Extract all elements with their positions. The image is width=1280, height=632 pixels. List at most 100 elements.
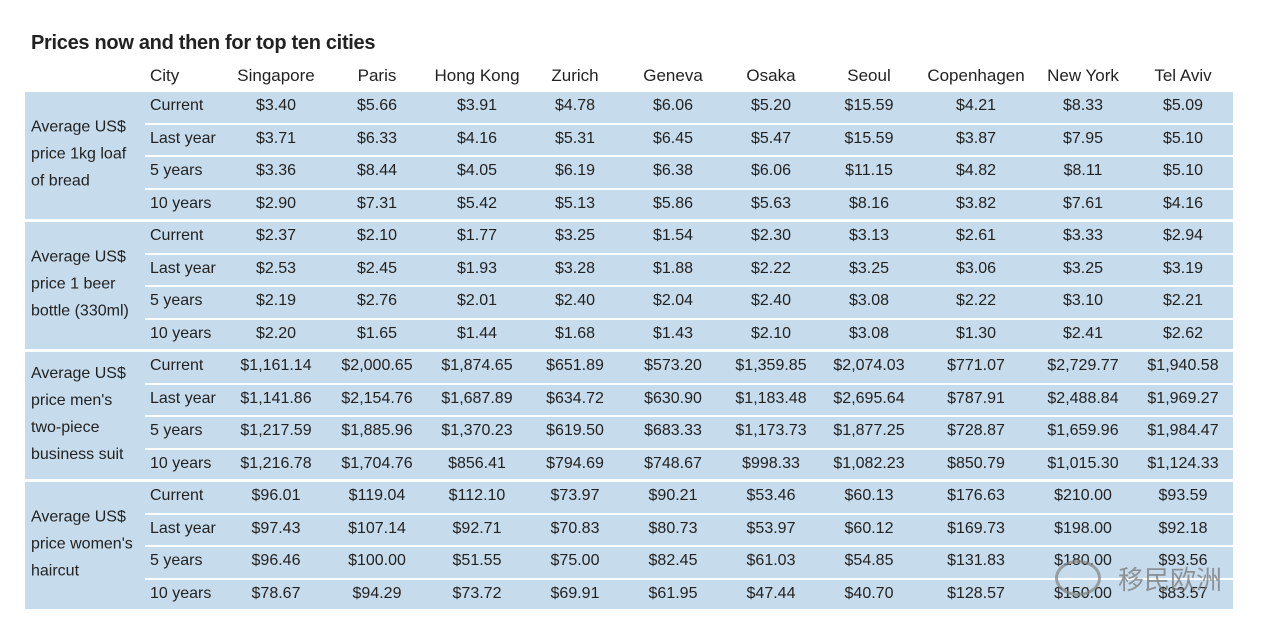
price-cell: $2.90 <box>255 194 297 212</box>
price-cell: $3.91 <box>456 97 498 114</box>
period-label: Last year <box>150 129 216 147</box>
price-cell: $6.06 <box>750 162 792 179</box>
price-cell: $1,082.23 <box>833 454 905 472</box>
price-cell: $69.91 <box>550 584 600 602</box>
price-cell: $2.41 <box>1062 324 1104 342</box>
price-cell: $3.13 <box>848 227 890 244</box>
price-cell: $998.33 <box>742 454 800 472</box>
row-divider <box>145 285 1233 287</box>
price-cell: $1,183.48 <box>735 389 807 407</box>
price-cell: $60.13 <box>844 487 894 504</box>
price-cell: $3.25 <box>1062 259 1104 277</box>
price-cell: $2.01 <box>456 292 498 309</box>
price-cell: $92.71 <box>452 519 502 537</box>
price-cell: $771.07 <box>947 357 1005 374</box>
price-cell: $2,154.76 <box>341 389 413 407</box>
price-cell: $1,217.59 <box>240 422 312 439</box>
row-divider <box>145 415 1233 417</box>
price-cell: $4.82 <box>955 162 997 179</box>
price-cell: $8.16 <box>848 194 890 212</box>
price-cell: $61.95 <box>648 584 698 602</box>
price-cell: $2.19 <box>255 292 297 309</box>
price-cell: $1,704.76 <box>341 454 413 472</box>
price-cell: $131.83 <box>947 552 1005 569</box>
price-cell: $6.06 <box>652 97 694 114</box>
group-label: Average US$ price 1kg loaf of bread <box>31 118 127 190</box>
group-label: Average US$ price women's haircut <box>31 508 133 580</box>
price-cell: $2.40 <box>554 292 596 309</box>
column-header: Copenhagen <box>927 66 1025 85</box>
price-cell: $73.72 <box>452 584 502 602</box>
price-cell: $1,940.58 <box>1147 357 1219 374</box>
column-header: Osaka <box>746 66 796 85</box>
price-cell: $1,687.89 <box>441 389 513 407</box>
price-cell: $5.63 <box>750 194 792 212</box>
price-cell: $5.20 <box>750 97 792 114</box>
price-cell: $1,659.96 <box>1047 422 1119 439</box>
price-cell: $5.86 <box>652 194 694 212</box>
price-cell: $5.47 <box>750 129 792 147</box>
price-cell: $3.71 <box>255 129 297 147</box>
row-divider <box>145 545 1233 547</box>
price-cell: $850.79 <box>947 454 1005 472</box>
price-cell: $2,000.65 <box>341 357 413 374</box>
price-cell: $651.89 <box>546 357 604 374</box>
period-label: Last year <box>150 519 216 537</box>
price-cell: $4.21 <box>955 97 997 114</box>
row-divider <box>145 577 1233 580</box>
price-cell: $1.88 <box>652 259 694 277</box>
price-cell: $7.31 <box>356 194 398 212</box>
price-cell: $61.03 <box>746 552 796 569</box>
price-cell: $210.00 <box>1054 487 1112 504</box>
price-cell: $2.53 <box>255 259 297 277</box>
price-cell: $73.97 <box>550 487 600 504</box>
price-cell: $4.78 <box>554 97 596 114</box>
price-cell: $5.13 <box>554 194 596 212</box>
price-cell: $93.56 <box>1158 552 1208 569</box>
price-cell: $1.77 <box>456 227 498 244</box>
price-cell: $5.10 <box>1162 162 1204 179</box>
price-cell: $2,488.84 <box>1047 389 1119 407</box>
price-cell: $80.73 <box>648 519 698 537</box>
price-cell: $3.25 <box>554 227 596 244</box>
price-cell: $90.21 <box>648 487 698 504</box>
price-cell: $4.16 <box>456 129 498 147</box>
price-cell: $794.69 <box>546 454 604 472</box>
price-cell: $2.10 <box>750 324 792 342</box>
price-cell: $198.00 <box>1054 519 1112 537</box>
price-cell: $97.43 <box>251 519 301 537</box>
column-header: New York <box>1047 66 1119 85</box>
price-cell: $2,695.64 <box>833 389 905 407</box>
price-cell: $2.22 <box>750 259 792 277</box>
price-cell: $619.50 <box>546 422 604 439</box>
price-cell: $2.62 <box>1162 324 1204 342</box>
price-cell: $5.66 <box>356 97 398 114</box>
row-divider <box>145 252 1233 255</box>
price-cell: $47.44 <box>746 584 796 602</box>
price-cell: $2.37 <box>255 227 297 244</box>
price-cell: $3.08 <box>848 324 890 342</box>
price-cell: $83.57 <box>1158 584 1208 602</box>
price-cell: $176.63 <box>947 487 1005 504</box>
price-cell: $6.45 <box>652 129 694 147</box>
group-label: Average US$ price 1 beer bottle (330ml) <box>31 248 129 320</box>
period-label: 5 years <box>150 162 203 179</box>
column-header: Zurich <box>551 66 599 85</box>
price-cell: $1,877.25 <box>833 422 905 439</box>
price-cell: $787.91 <box>947 389 1005 407</box>
price-cell: $15.59 <box>844 97 894 114</box>
price-cell: $6.38 <box>652 162 694 179</box>
period-label: 5 years <box>150 422 203 439</box>
price-cell: $94.29 <box>352 584 402 602</box>
price-cell: $93.59 <box>1158 487 1208 504</box>
price-cell: $11.15 <box>845 162 893 179</box>
price-cell: $3.33 <box>1062 227 1104 244</box>
price-cell: $6.33 <box>356 129 398 147</box>
period-label: 5 years <box>150 552 203 569</box>
price-cell: $107.14 <box>348 519 406 537</box>
price-cell: $2.21 <box>1162 292 1204 309</box>
price-cell: $4.05 <box>456 162 498 179</box>
column-header: City <box>150 66 180 85</box>
price-cell: $728.87 <box>947 422 1005 439</box>
price-cell: $1,885.96 <box>341 422 413 439</box>
